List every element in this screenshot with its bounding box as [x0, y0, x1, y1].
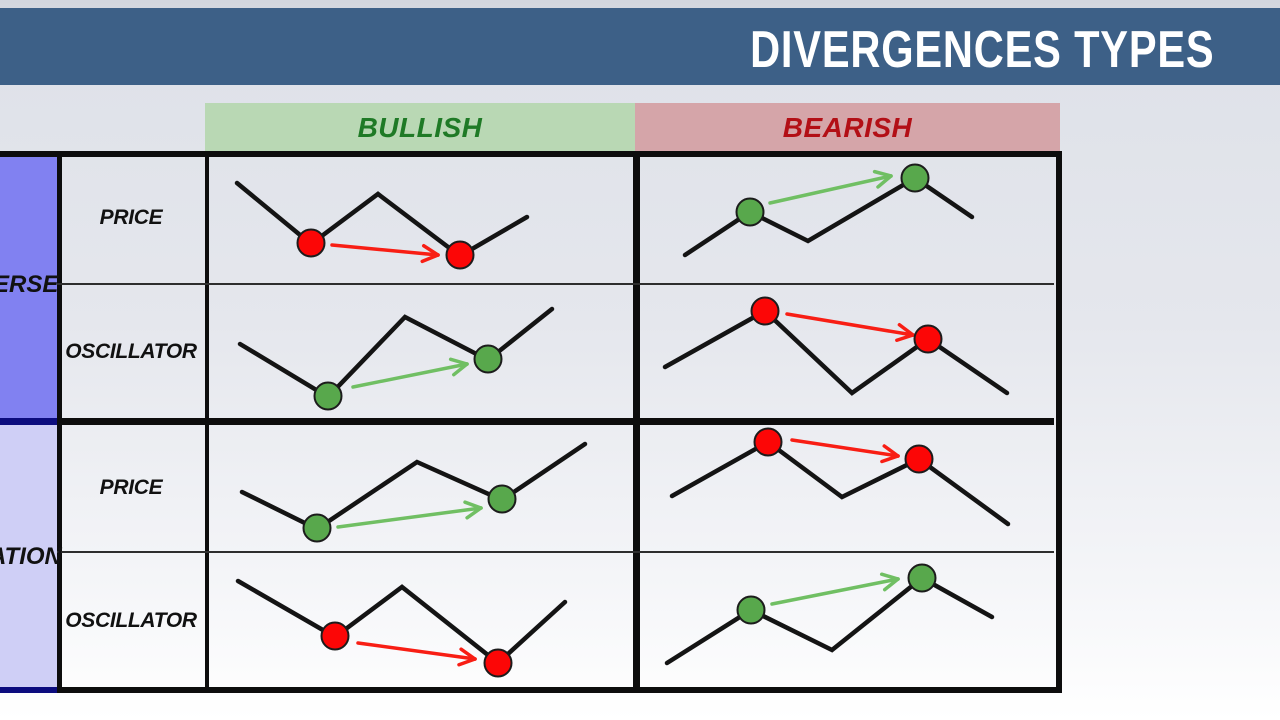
- row-group-band-bottom: [0, 425, 57, 688]
- column-header-bullish: BULLISH: [205, 103, 635, 152]
- chart-reverse-oscillator-bullish: [237, 306, 555, 411]
- row-group-label-top: ERSE: [0, 271, 59, 298]
- column-header-bearish: BEARISH: [635, 103, 1060, 152]
- chart-continuation-oscillator-bearish: [664, 563, 995, 666]
- row-label-oscillator-1: OSCILLATOR: [65, 339, 197, 363]
- chart-reverse-price-bullish: [234, 180, 530, 270]
- chart-continuation-price-bearish: [669, 427, 1011, 527]
- title-bar: DIVERGENCES TYPES: [0, 8, 1280, 85]
- table-outer-border: [0, 151, 1062, 693]
- row-label-price-2: PRICE: [99, 476, 163, 499]
- chart-continuation-price-bullish: [239, 441, 588, 543]
- row-group-bottom-edge: [0, 687, 57, 693]
- grid-hline-row3: [57, 551, 1054, 553]
- chart-reverse-oscillator-bearish: [662, 296, 1010, 396]
- grid-hline-groups: [57, 418, 1054, 425]
- row-label-oscillator-2: OSCILLATOR: [65, 608, 197, 632]
- chart-continuation-oscillator-bullish: [235, 578, 568, 678]
- chart-reverse-price-bearish: [682, 163, 975, 258]
- row-group-label-bottom: ATION: [0, 543, 62, 570]
- row-group-divider: [0, 418, 57, 425]
- page-title: DIVERGENCES TYPES: [749, 21, 1214, 79]
- row-group-band-top: [0, 152, 57, 418]
- grid-hline-row1: [57, 283, 1054, 285]
- row-label-price-1: PRICE: [99, 205, 163, 229]
